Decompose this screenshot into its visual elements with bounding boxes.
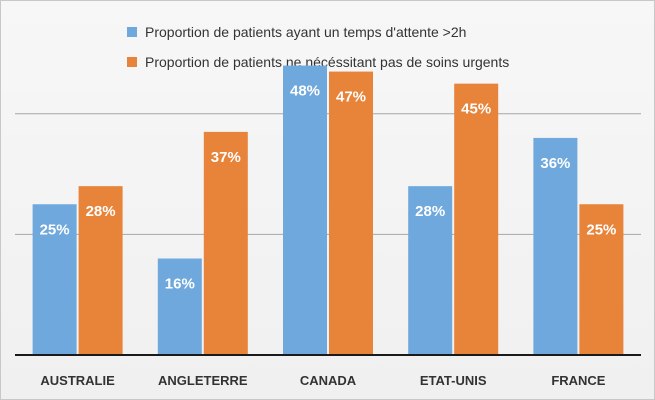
data-label-angleterre-series-2: 37%	[211, 149, 241, 166]
data-label-france-series-2: 25%	[586, 221, 616, 238]
legend-item-non-urgent: Proportion de patients ne nécéssitant pa…	[127, 47, 509, 77]
legend-swatch-blue	[127, 27, 137, 37]
category-label-etat-unis: ETAT-UNIS	[420, 373, 487, 388]
bar-etat-unis-series-2	[454, 83, 499, 356]
legend-label-non-urgent: Proportion de patients ne nécéssitant pa…	[145, 54, 510, 70]
category-label-france: FRANCE	[551, 373, 605, 388]
bar-australie-series-1	[32, 204, 77, 355]
category-label-angleterre: ANGLETERRE	[158, 373, 248, 388]
bar-canada-series-1	[283, 65, 327, 355]
category-label-canada: CANADA	[300, 373, 357, 388]
bar-angleterre-series-2	[203, 131, 248, 355]
data-label-canada-series-1: 48%	[290, 83, 320, 100]
bar-france-series-2	[579, 204, 624, 355]
legend-label-waiting: Proportion de patients ayant un temps d'…	[145, 24, 467, 40]
data-label-canada-series-2: 47%	[336, 89, 366, 106]
legend-swatch-orange	[127, 57, 137, 67]
legend-item-waiting: Proportion de patients ayant un temps d'…	[127, 17, 509, 47]
bar-canada-series-2	[329, 71, 373, 355]
bar-angleterre-series-1	[157, 258, 202, 355]
data-label-australie-series-2: 28%	[86, 203, 116, 220]
data-label-france-series-1: 36%	[540, 155, 570, 172]
bar-france-series-1	[533, 137, 578, 355]
bar-australie-series-2	[78, 186, 123, 355]
data-label-angleterre-series-1: 16%	[165, 276, 195, 293]
bar-etat-unis-series-1	[408, 186, 453, 355]
data-label-etat-unis-series-1: 28%	[415, 203, 445, 220]
category-label-australie: AUSTRALIE	[40, 373, 115, 388]
data-label-australie-series-1: 25%	[40, 221, 70, 238]
data-label-etat-unis-series-2: 45%	[461, 101, 491, 118]
legend: Proportion de patients ayant un temps d'…	[127, 17, 509, 77]
